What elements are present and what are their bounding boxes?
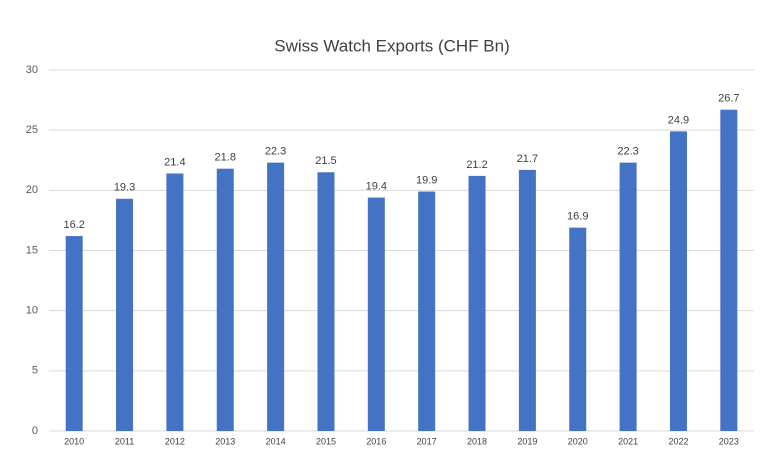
x-tick-label: 2016 — [366, 436, 386, 446]
data-label: 26.7 — [718, 93, 739, 105]
bar — [569, 227, 587, 431]
bar — [267, 162, 285, 431]
bar — [468, 175, 486, 431]
data-label: 21.8 — [215, 152, 236, 164]
x-tick-label: 2015 — [316, 436, 336, 446]
x-tick-label: 2013 — [215, 436, 235, 446]
bar — [116, 198, 134, 431]
bar — [669, 131, 687, 431]
data-label: 19.4 — [366, 180, 387, 192]
x-tick-label: 2010 — [64, 436, 84, 446]
x-tick-label: 2022 — [668, 436, 688, 446]
y-tick-label: 25 — [26, 124, 38, 136]
x-tick-label: 2012 — [165, 436, 185, 446]
y-tick-label: 10 — [26, 305, 38, 317]
x-tick-label: 2014 — [266, 436, 286, 446]
x-tick-label: 2021 — [618, 436, 638, 446]
data-label: 16.9 — [567, 211, 588, 223]
x-tick-label: 2018 — [467, 436, 487, 446]
bar — [720, 109, 738, 432]
x-tick-label: 2020 — [568, 436, 588, 446]
bar — [166, 173, 184, 431]
data-label: 21.4 — [164, 156, 185, 168]
data-label: 24.9 — [668, 114, 689, 126]
data-label: 21.5 — [315, 155, 336, 167]
y-tick-label: 20 — [26, 184, 38, 196]
bar — [418, 191, 436, 431]
y-tick-label: 5 — [32, 365, 38, 377]
y-tick-label: 30 — [26, 64, 38, 76]
bar — [317, 172, 335, 432]
data-label: 19.9 — [416, 174, 437, 186]
bar — [65, 236, 83, 431]
x-tick-label: 2011 — [115, 436, 134, 446]
data-label: 21.7 — [517, 153, 538, 165]
x-tick-label: 2023 — [719, 436, 739, 446]
data-label: 16.2 — [63, 219, 84, 231]
x-tick-label: 2017 — [417, 436, 437, 446]
data-label: 21.2 — [466, 159, 487, 171]
bar — [216, 168, 234, 431]
data-label: 22.3 — [617, 146, 638, 158]
data-label: 19.3 — [114, 182, 135, 194]
x-tick-label: 2019 — [517, 436, 537, 446]
chart-title: Swiss Watch Exports (CHF Bn) — [274, 36, 510, 55]
y-tick-label: 15 — [26, 244, 38, 256]
bar — [518, 169, 536, 432]
bar — [367, 197, 385, 431]
y-tick-label: 0 — [32, 425, 38, 437]
bar — [619, 162, 637, 431]
data-label: 22.3 — [265, 146, 286, 158]
